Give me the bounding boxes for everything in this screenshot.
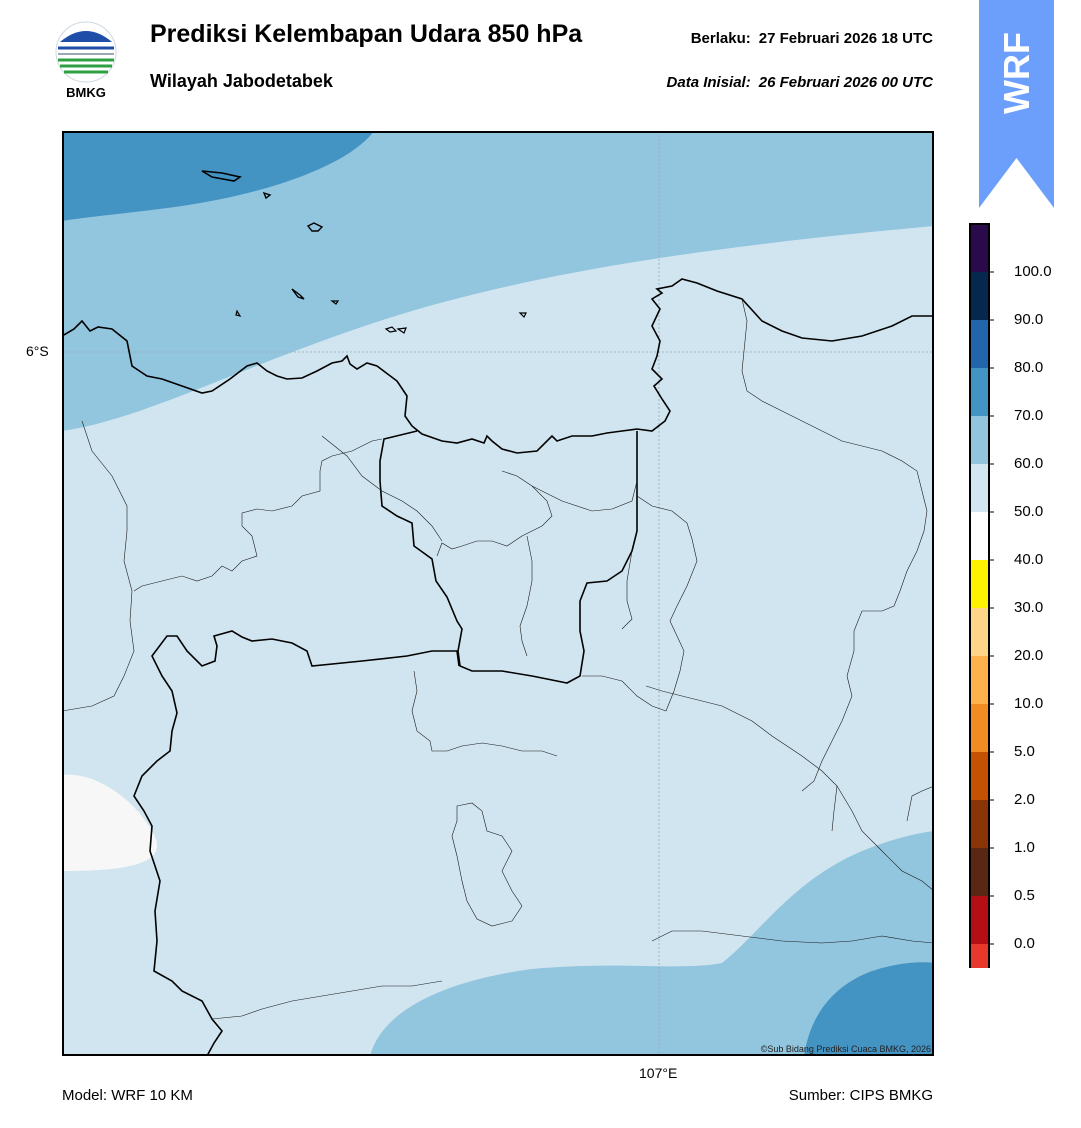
island xyxy=(291,288,305,300)
model-label: Model: WRF 10 KM xyxy=(62,1087,193,1104)
humidity-region-70-80-south xyxy=(370,831,934,1056)
valid-label: Berlaku: xyxy=(690,30,751,47)
colorbar-tick-label: 10.0 xyxy=(1014,695,1044,712)
wrf-badge-text: WRF xyxy=(996,32,1037,114)
colorbar-segment xyxy=(970,512,989,560)
colorbar-segment xyxy=(970,800,989,848)
map-credit: ©Sub Bidang Prediksi Cuaca BMKG, 2026 xyxy=(760,1044,931,1054)
humidity-region-70-80-north xyxy=(62,131,934,431)
island xyxy=(330,300,340,305)
colorbar-segment xyxy=(970,656,989,704)
colorbar-segment xyxy=(970,272,989,320)
init-value: 26 Februari 2026 00 UTC xyxy=(758,74,933,91)
coastline xyxy=(61,278,934,454)
colorbar-segment xyxy=(970,416,989,464)
colorbar-segment xyxy=(970,320,989,368)
colorbar-segment xyxy=(970,704,989,752)
colorbar-tick-label: 100.0 xyxy=(1014,263,1052,280)
latitude-label: 6°S xyxy=(26,343,49,359)
colorbar-segment xyxy=(970,608,989,656)
colorbar-segment xyxy=(970,944,989,992)
colorbar-tick-label: 30.0 xyxy=(1014,599,1044,616)
init-time: Data Inisial: 26 Februari 2026 00 UTC xyxy=(667,74,933,91)
island xyxy=(201,170,243,182)
colorbar-segment xyxy=(970,752,989,800)
humidity-map xyxy=(61,131,935,1057)
colorbar-segment xyxy=(970,224,989,272)
colorbar-segment xyxy=(970,464,989,512)
district-boundaries xyxy=(61,298,935,1020)
logo-text: BMKG xyxy=(66,85,106,100)
colorbar-segment xyxy=(970,368,989,416)
province-boundary xyxy=(379,430,638,684)
colorbar-tick-label: 0.0 xyxy=(1014,935,1035,952)
colorbar-tick-label: 2.0 xyxy=(1014,791,1035,808)
colorbar-tick-label: 20.0 xyxy=(1014,647,1044,664)
source-label: Sumber: CIPS BMKG xyxy=(788,1087,933,1104)
island xyxy=(518,312,527,319)
colorbar-segment xyxy=(970,848,989,896)
colorbar-tick-label: 1.0 xyxy=(1014,839,1035,856)
colorbar-tick-label: 40.0 xyxy=(1014,551,1044,568)
colorbar-tick-label: 90.0 xyxy=(1014,311,1044,328)
page-title: Prediksi Kelembapan Udara 850 hPa xyxy=(150,20,583,48)
colorbar-segment xyxy=(970,560,989,608)
colorbar-segment xyxy=(970,896,989,944)
humidity-region-50-60-west xyxy=(62,774,158,871)
colorbar-tick-label: 70.0 xyxy=(1014,407,1044,424)
colorbar-tick-label: 50.0 xyxy=(1014,503,1044,520)
humidity-region-80-90-north xyxy=(62,131,374,221)
valid-time: Berlaku: 27 Februari 2026 18 UTC xyxy=(691,30,933,47)
colorbar xyxy=(969,222,1079,993)
wrf-badge: WRF xyxy=(979,0,1054,210)
island xyxy=(262,191,272,200)
region-subtitle: Wilayah Jabodetabek xyxy=(150,71,333,91)
colorbar-tick-label: 60.0 xyxy=(1014,455,1044,472)
island xyxy=(306,222,324,232)
valid-value: 27 Februari 2026 18 UTC xyxy=(758,30,933,47)
bmkg-logo xyxy=(50,18,122,102)
island xyxy=(235,309,242,317)
island xyxy=(396,327,407,334)
humidity-region-80-90-south xyxy=(804,962,934,1056)
colorbar-tick-label: 0.5 xyxy=(1014,887,1035,904)
colorbar-tick-label: 80.0 xyxy=(1014,359,1044,376)
island xyxy=(384,326,398,333)
province-boundary xyxy=(133,630,460,1057)
init-label: Data Inisial: xyxy=(666,74,751,91)
colorbar-tick-label: 5.0 xyxy=(1014,743,1035,760)
longitude-label: 107°E xyxy=(639,1065,678,1081)
